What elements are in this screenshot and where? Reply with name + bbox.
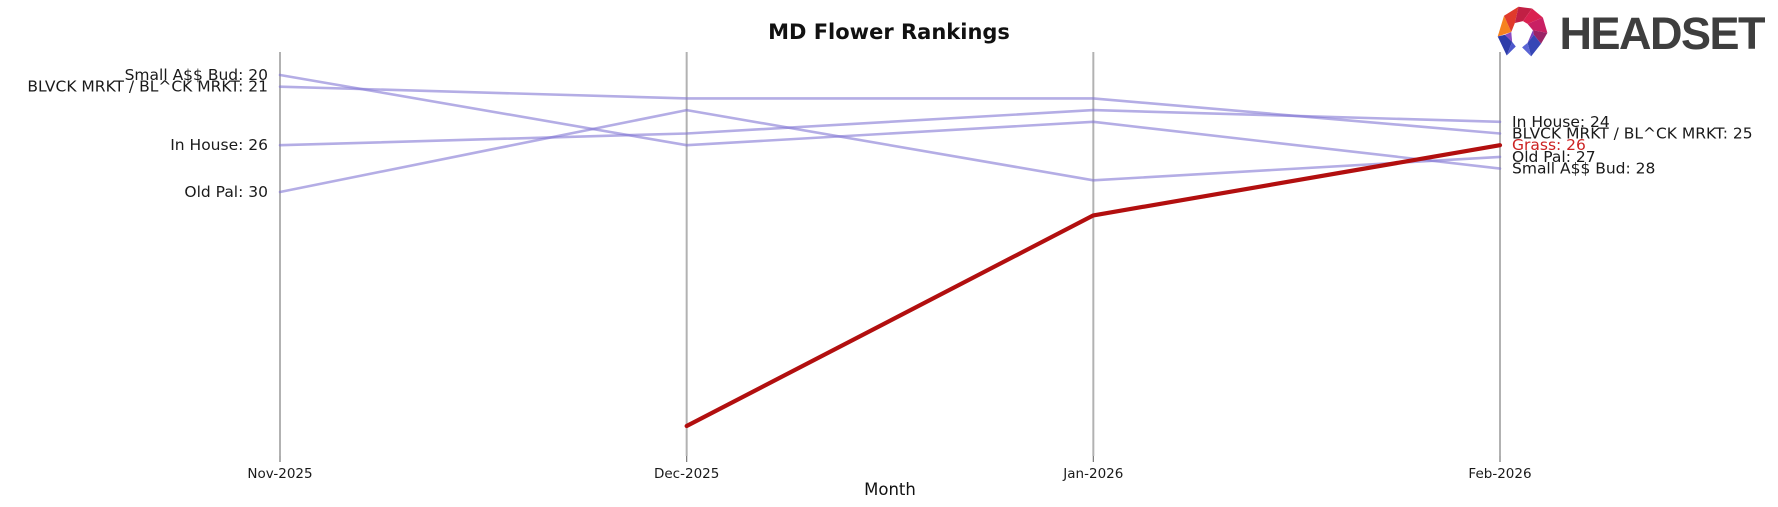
- headset-logo-text: HEADSET: [1559, 8, 1765, 59]
- x-tick-label: Jan-2026: [1062, 466, 1123, 482]
- series-start-label-old-pal: Old Pal: 30: [184, 183, 268, 201]
- series-line-small-a-bud: [278, 73, 1502, 170]
- series-line-in-house: [278, 108, 1502, 147]
- x-tick-label: Dec-2025: [654, 466, 719, 482]
- series-end-label-small-a-bud: Small A$$ Bud: 28: [1512, 160, 1655, 178]
- x-tick-label: Feb-2026: [1468, 466, 1531, 482]
- headset-logo: HEADSET: [1495, 4, 1765, 64]
- headset-logo-icon: [1495, 4, 1551, 64]
- series-line-old-pal: [278, 108, 1502, 194]
- series-end-label-in-house: In House: 24: [1512, 113, 1610, 131]
- series-line-blvck-mrkt-bl-ck-mrkt: [278, 85, 1502, 135]
- series-start-label-small-a-bud: Small A$$ Bud: 20: [125, 66, 268, 84]
- x-tick-label: Nov-2025: [247, 466, 312, 482]
- series-line-grass: [684, 143, 1503, 429]
- series-start-label-blvck-mrkt-bl-ck-mrkt: BLVCK MRKT / BL^CK MRKT: 21: [27, 78, 268, 96]
- series-end-label-grass: Grass: 26: [1512, 136, 1586, 154]
- series-start-label-in-house: In House: 26: [170, 136, 268, 154]
- series-end-label-blvck-mrkt-bl-ck-mrkt: BLVCK MRKT / BL^CK MRKT: 25: [1512, 125, 1753, 143]
- series-end-label-old-pal: Old Pal: 27: [1512, 148, 1596, 166]
- x-axis-label: Month: [864, 480, 916, 499]
- chart-title: MD Flower Rankings: [768, 20, 1010, 44]
